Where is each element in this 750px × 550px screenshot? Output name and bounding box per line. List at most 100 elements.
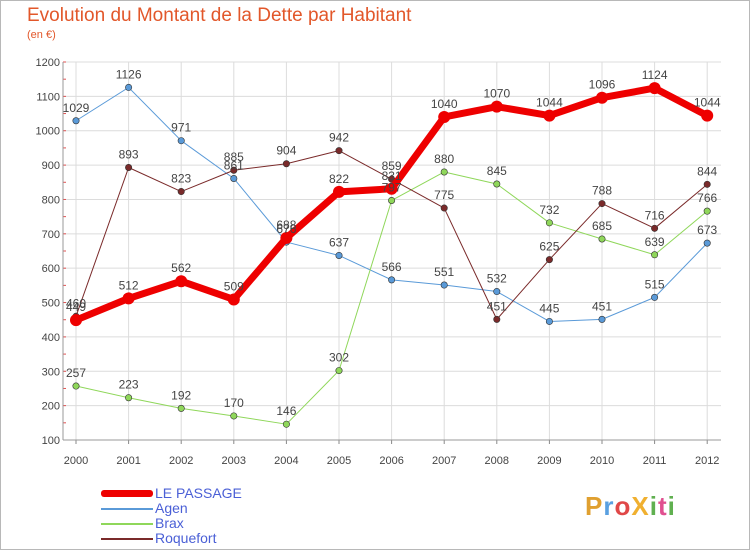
data-label: 1044: [694, 96, 721, 110]
data-point: [282, 420, 290, 428]
data-label: 566: [382, 260, 402, 274]
data-label: 257: [66, 366, 86, 380]
x-tick-label: 2006: [379, 455, 403, 467]
data-label: 637: [329, 235, 349, 249]
x-tick-label: 2004: [274, 455, 298, 467]
data-label: 893: [119, 147, 139, 161]
data-label: 716: [645, 208, 665, 222]
data-point: [388, 276, 396, 284]
data-label: 451: [487, 299, 507, 313]
data-point: [545, 256, 553, 264]
data-label: 797: [382, 180, 402, 194]
legend-swatch: [101, 523, 153, 525]
logo-letter: r: [603, 491, 615, 521]
data-point: [598, 315, 606, 323]
data-label: 766: [697, 191, 717, 205]
data-label: 1096: [589, 78, 616, 92]
data-label: 449: [66, 300, 86, 314]
data-point: [388, 196, 396, 204]
data-point: [177, 188, 185, 196]
data-label: 509: [224, 279, 244, 293]
y-tick-label: 200: [42, 401, 60, 413]
data-point: [648, 82, 661, 95]
data-label: 532: [487, 272, 507, 286]
legend-label: LE PASSAGE: [155, 485, 242, 501]
data-point: [493, 315, 501, 323]
x-tick-label: 2001: [116, 455, 140, 467]
y-tick-label: 100: [42, 435, 60, 447]
data-label: 451: [592, 299, 612, 313]
data-label: 885: [224, 150, 244, 164]
data-label: 512: [119, 278, 139, 292]
data-label: 1124: [642, 68, 668, 82]
data-label: 971: [171, 121, 191, 135]
data-label: 788: [592, 184, 612, 198]
data-point: [651, 293, 659, 301]
data-label: 562: [171, 261, 191, 275]
y-tick-label: 1000: [36, 126, 60, 138]
data-label: 1070: [483, 87, 510, 101]
data-label: 685: [592, 219, 612, 233]
data-label: 625: [539, 240, 559, 254]
data-point: [651, 251, 659, 259]
chart-subtitle: (en €): [27, 29, 56, 41]
logo-letter: t: [657, 491, 668, 521]
logo-letter: i: [667, 491, 676, 521]
x-tick-label: 2008: [485, 455, 509, 467]
x-tick-label: 2000: [64, 455, 88, 467]
y-tick-label: 1200: [36, 57, 60, 69]
y-tick-label: 800: [42, 194, 60, 206]
data-point: [335, 367, 343, 375]
data-point: [177, 404, 185, 412]
data-point: [175, 275, 188, 288]
data-label: 551: [434, 265, 454, 279]
data-point: [490, 100, 503, 113]
data-label: 1126: [116, 67, 142, 81]
data-point: [125, 83, 133, 91]
data-label: 775: [434, 188, 454, 202]
data-label: 223: [119, 378, 139, 392]
data-label: 445: [539, 301, 559, 315]
legend-swatch: [101, 508, 153, 510]
data-point: [230, 166, 238, 174]
y-tick-label: 700: [42, 229, 60, 241]
data-label: 146: [276, 404, 296, 418]
data-label: 880: [434, 152, 454, 166]
data-point: [543, 109, 556, 122]
data-point: [598, 235, 606, 243]
data-point: [385, 182, 398, 195]
data-point: [72, 117, 80, 125]
proxiti-logo: ProXiti: [585, 491, 676, 522]
data-point: [70, 314, 82, 327]
data-point: [230, 412, 238, 420]
logo-letter: P: [585, 491, 604, 521]
data-label: 861: [224, 158, 244, 172]
data-label: 676: [276, 222, 296, 236]
data-label: 673: [697, 223, 717, 237]
x-tick-label: 2011: [643, 455, 667, 467]
data-point: [651, 224, 659, 232]
data-label: 639: [645, 235, 665, 249]
legend-label: Roquefort: [155, 530, 217, 546]
data-point: [335, 147, 343, 155]
data-point: [703, 180, 711, 188]
data-point: [72, 382, 80, 390]
data-point: [122, 292, 135, 305]
data-point: [438, 110, 451, 123]
x-tick-label: 2003: [222, 455, 246, 467]
data-point: [703, 207, 711, 215]
x-tick-label: 2009: [537, 455, 561, 467]
data-point: [703, 239, 711, 247]
data-label: 688: [276, 218, 296, 232]
data-label: 831: [382, 169, 402, 183]
data-point: [125, 394, 133, 402]
data-point: [493, 180, 501, 188]
data-point: [598, 200, 606, 208]
x-tick-label: 2012: [695, 455, 719, 467]
legend-swatch: [101, 490, 153, 497]
x-tick-label: 2010: [590, 455, 614, 467]
data-point: [282, 160, 290, 168]
data-label: 515: [645, 277, 665, 291]
data-label: 302: [329, 351, 349, 365]
